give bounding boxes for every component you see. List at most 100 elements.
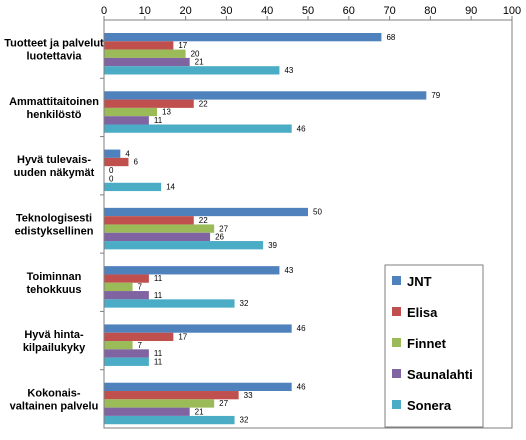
data-label: 11: [154, 357, 163, 366]
bar-finnet: [104, 399, 215, 408]
data-label: 50: [313, 208, 322, 217]
x-tick-label: 50: [302, 5, 314, 17]
category-label: Tuotteet ja palvelut: [4, 38, 104, 50]
data-label: 20: [191, 49, 200, 58]
category-label: tehokkuus: [26, 284, 81, 296]
data-label: 43: [284, 66, 293, 75]
data-label: 7: [138, 283, 143, 292]
data-label: 32: [240, 299, 249, 308]
bar-finnet: [104, 107, 158, 117]
category-label: Ammattitaitoinen: [9, 96, 99, 108]
data-label: 11: [154, 291, 163, 300]
bar-saunalahti: [104, 57, 190, 67]
bar-finnet: [104, 341, 133, 350]
bar-sonera: [104, 357, 149, 366]
bar-elisa: [104, 332, 174, 342]
bar-saunalahti: [104, 232, 211, 242]
data-label: 43: [284, 266, 293, 275]
bar-elisa: [104, 216, 194, 225]
bar-jnt: [104, 91, 427, 100]
category-label: Hyvä hinta-: [24, 329, 84, 341]
data-label: 11: [154, 274, 163, 283]
bar-sonera: [104, 182, 162, 192]
x-tick-label: 60: [343, 5, 355, 17]
data-label: 0: [109, 166, 114, 175]
legend-swatch-sonera: [392, 400, 401, 409]
data-label: 11: [154, 116, 163, 125]
legend-label: Elisa: [407, 305, 438, 320]
bar-saunalahti: [104, 291, 149, 300]
category-label: edistyksellinen: [15, 226, 94, 238]
category-label: Toiminnan: [27, 271, 82, 283]
data-label: 21: [195, 58, 204, 67]
bar-jnt: [104, 149, 121, 158]
data-label: 0: [109, 174, 114, 183]
legend-label: Sonera: [407, 398, 452, 413]
x-tick-label: 70: [383, 5, 395, 17]
data-label: 22: [199, 216, 208, 225]
bar-elisa: [104, 274, 149, 283]
legend-label: JNT: [407, 274, 432, 289]
legend-swatch-jnt: [392, 276, 401, 285]
data-label: 13: [162, 108, 171, 117]
category-label: kilpailukyky: [23, 342, 86, 354]
legend-swatch-saunalahti: [392, 369, 401, 378]
bar-sonera: [104, 415, 235, 425]
legend-swatch-elisa: [392, 307, 401, 316]
data-label: 17: [178, 333, 187, 342]
x-tick-label: 20: [179, 5, 191, 17]
bar-finnet: [104, 282, 133, 292]
x-tick-label: 30: [220, 5, 232, 17]
data-label: 68: [386, 33, 395, 42]
bar-elisa: [104, 157, 129, 167]
data-label: 32: [240, 416, 249, 425]
data-label: 21: [195, 407, 204, 416]
data-label: 7: [138, 341, 143, 350]
x-tick-label: 40: [261, 5, 273, 17]
category-label: henkilöstö: [26, 109, 81, 121]
x-tick-label: 80: [424, 5, 436, 17]
bar-jnt: [104, 324, 292, 333]
bar-saunalahti: [104, 116, 149, 125]
category-label: uuden näkymät: [14, 167, 95, 179]
bar-jnt: [104, 382, 292, 392]
data-label: 79: [431, 91, 440, 100]
bar-elisa: [104, 99, 194, 108]
category-label: luotettavia: [26, 51, 82, 63]
data-label: 14: [166, 183, 175, 192]
bar-elisa: [104, 41, 174, 50]
bar-sonera: [104, 66, 280, 75]
legend-swatch-finnet: [392, 338, 401, 347]
bar-sonera: [104, 241, 264, 250]
bar-elisa: [104, 391, 239, 400]
data-label: 39: [268, 241, 277, 250]
category-label: valtainen palvelu: [10, 400, 99, 412]
data-label: 27: [219, 399, 228, 408]
bar-sonera: [104, 299, 235, 308]
data-label: 33: [244, 391, 253, 400]
bar-sonera: [104, 124, 292, 133]
data-label: 6: [133, 158, 138, 167]
x-tick-label: 100: [503, 5, 521, 17]
bar-saunalahti: [104, 407, 190, 416]
category-label: Hyvä tulevais-: [17, 154, 91, 166]
data-label: 46: [297, 383, 306, 392]
bar-jnt: [104, 33, 382, 42]
category-label: Teknologisesti: [16, 213, 92, 225]
data-label: 46: [297, 124, 306, 133]
category-label: Kokonais-: [27, 387, 81, 399]
x-tick-label: 0: [101, 5, 107, 17]
legend: [384, 264, 484, 428]
data-label: 27: [219, 224, 228, 233]
x-tick-label: 10: [139, 5, 151, 17]
bar-finnet: [104, 49, 186, 58]
bar-jnt: [104, 207, 308, 217]
bar-jnt: [104, 266, 280, 275]
bar-finnet: [104, 224, 215, 233]
x-tick-label: 90: [465, 5, 477, 17]
data-label: 46: [297, 324, 306, 333]
data-label: 4: [125, 149, 130, 158]
data-label: 11: [154, 349, 163, 358]
